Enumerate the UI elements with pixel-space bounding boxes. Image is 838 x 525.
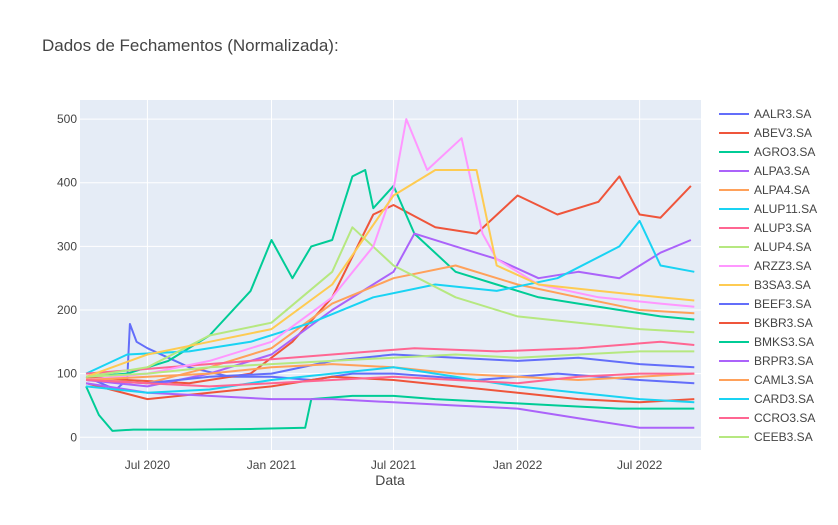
- series-line: [85, 169, 695, 378]
- legend-item: BRPR3.SA: [754, 354, 813, 368]
- legend-item: BKBR3.SA: [754, 316, 813, 330]
- legend-item: ALUP3.SA: [754, 221, 811, 235]
- legend-item: ARZZ3.SA: [754, 259, 811, 273]
- x-tick-label: Jan 2022: [493, 458, 543, 472]
- legend-item: BMKS3.SA: [754, 335, 814, 349]
- legend-item: AALR3.SA: [754, 107, 811, 121]
- series-line: [86, 340, 695, 375]
- x-tick-label: Jul 2020: [125, 458, 171, 472]
- legend-item: ABEV3.SA: [754, 126, 812, 140]
- legend-item: ALUP11.SA: [754, 202, 817, 216]
- chart-title: Dados de Fechamentos (Normalizada):: [42, 36, 339, 55]
- series-line: [86, 264, 695, 385]
- legend-item: AGRO3.SA: [754, 145, 815, 159]
- y-tick-label: 500: [57, 112, 77, 126]
- plot-area: [80, 100, 701, 450]
- legend-item: CARD3.SA: [754, 392, 814, 406]
- legend-item: BEEF3.SA: [754, 297, 811, 311]
- y-tick-label: 400: [57, 176, 77, 190]
- x-tick-label: Jul 2021: [371, 458, 417, 472]
- legend-item: CEEB3.SA: [754, 430, 813, 444]
- y-tick-label: 100: [57, 367, 77, 381]
- legend-item: B3SA3.SA: [754, 278, 811, 292]
- legend-item: ALPA3.SA: [754, 164, 810, 178]
- series-line: [85, 118, 695, 381]
- y-tick-label: 0: [70, 430, 77, 444]
- x-tick-labels: Jul 2020 Jan 2021 Jul 2021 Jan 2022 Jul 2022: [125, 458, 663, 472]
- legend-item: ALPA4.SA: [754, 183, 810, 197]
- series-line: [86, 169, 695, 378]
- y-tick-labels: 0 100 200 300 400 500: [57, 112, 77, 444]
- x-tick-label: Jul 2022: [617, 458, 663, 472]
- y-tick-label: 300: [57, 239, 77, 253]
- legend: AALR3.SA ABEV3.SA AGRO3.SA ALPA3.SA ALPA4.SA…: [719, 107, 817, 444]
- series-line: [85, 232, 692, 388]
- series-line: [86, 350, 695, 378]
- series-lines: [85, 118, 695, 432]
- series-line: [85, 382, 695, 429]
- x-gridlines: [146, 100, 641, 450]
- series-line: [86, 353, 695, 385]
- x-axis-title: Data: [375, 472, 405, 488]
- series-line: [85, 366, 695, 404]
- legend-item: CAML3.SA: [754, 373, 813, 387]
- series-line: [86, 372, 695, 388]
- series-line: [85, 219, 695, 375]
- y-tick-label: 200: [57, 303, 77, 317]
- series-line: [86, 175, 692, 385]
- legend-item: CCRO3.SA: [754, 411, 815, 425]
- legend-item: ALUP4.SA: [754, 240, 811, 254]
- x-tick-label: Jan 2021: [247, 458, 297, 472]
